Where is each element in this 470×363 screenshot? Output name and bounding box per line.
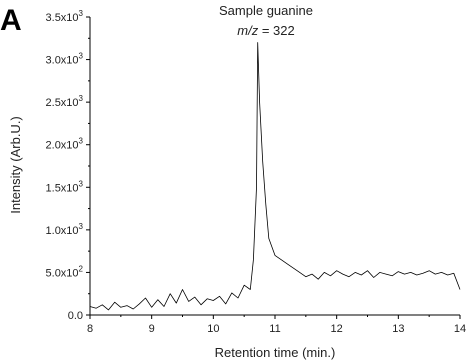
annotation-mz-value: = 322 — [258, 23, 295, 38]
y-tick-label: 2.5x103 — [46, 94, 84, 109]
y-tick-label: 3.5x103 — [46, 9, 84, 24]
y-axis: 0.0 5.0x102 1.0x103 1.5x103 2.0x103 2.5x103 3.… — [46, 9, 90, 322]
series-line-0 — [89, 42, 461, 311]
y-tick-label: 3.0x103 — [46, 52, 84, 67]
annotation-compound: Sample guanine — [219, 3, 313, 18]
x-tick-label: 8 — [87, 323, 93, 335]
x-axis-title: Retention time (min.) — [215, 345, 336, 360]
series-layer — [89, 42, 461, 311]
panel-label: A — [0, 4, 22, 37]
x-axis: 8 9 10 11 12 13 14 — [87, 315, 466, 335]
x-tick-label: 11 — [269, 323, 280, 335]
x-tick-label: 13 — [392, 323, 404, 335]
annotation-mz: m/z = 322 — [237, 23, 294, 38]
plot-area — [89, 17, 460, 316]
y-tick-label: 1.0x103 — [46, 222, 84, 237]
y-tick-label: 0.0 — [68, 310, 83, 322]
y-tick-label: 2.0x103 — [46, 137, 84, 152]
y-tick-label: 1.5x103 — [46, 179, 84, 194]
y-axis-title: Intensity (Arb.U.) — [8, 116, 23, 214]
x-tick-label: 9 — [149, 323, 155, 335]
annotation-mz-symbol: m/z — [237, 23, 258, 38]
x-tick-label: 10 — [207, 323, 219, 335]
x-tick-label: 12 — [331, 323, 343, 335]
y-tick-label: 5.0x102 — [46, 264, 84, 279]
x-tick-label: 14 — [454, 323, 466, 335]
